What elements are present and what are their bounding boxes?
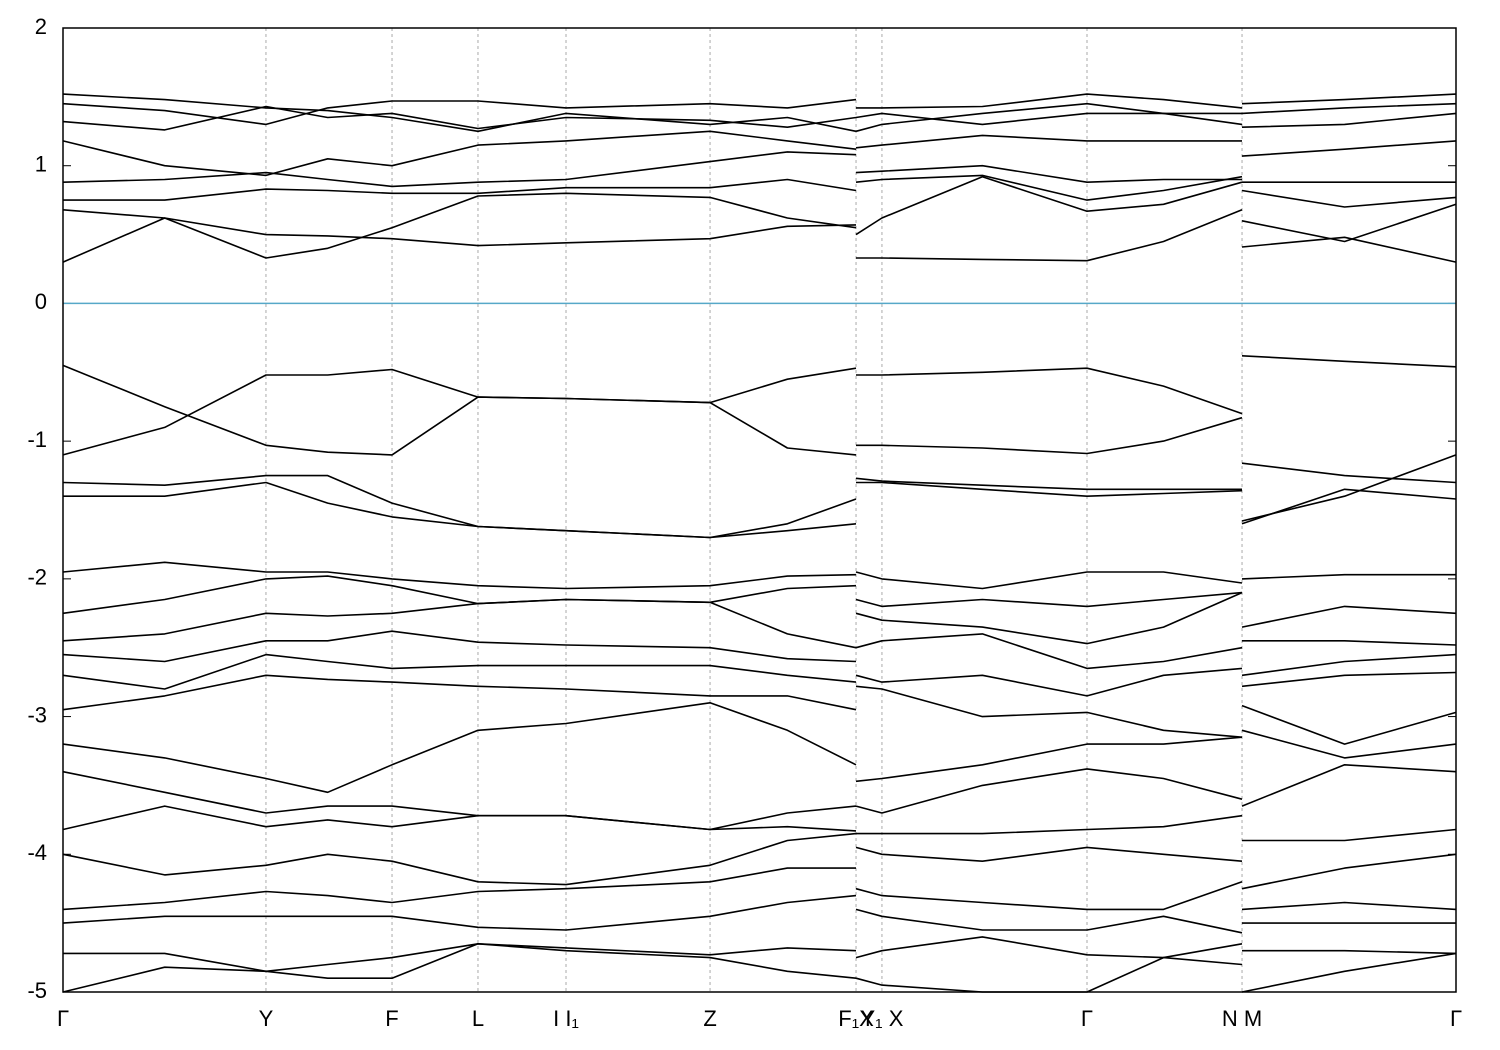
y-tick-label: -2 (27, 565, 47, 590)
y-tick-label: -1 (27, 427, 47, 452)
band-line (62, 832, 1457, 890)
band-line (63, 936, 1457, 973)
band-line (62, 367, 1457, 484)
band-line (62, 630, 1457, 677)
band-line (62, 894, 1456, 934)
x-tick-label: I I₁ (553, 1006, 579, 1031)
y-tick-label: -3 (27, 702, 47, 727)
band-line (62, 674, 1457, 745)
band-line (62, 653, 1457, 697)
band-line (62, 764, 1457, 831)
band-line (62, 355, 1457, 456)
band-line (62, 702, 1457, 794)
band-line (62, 561, 1456, 590)
x-tick-label: Γ (57, 1006, 69, 1031)
x-tick-label: F (385, 1006, 398, 1031)
x-tick-label: Γ (1081, 1006, 1093, 1031)
band-line (63, 174, 1457, 208)
band-line (62, 175, 1457, 247)
band-line (62, 454, 1457, 539)
y-tick-label: -4 (27, 840, 47, 865)
band-line (62, 93, 1457, 126)
band-line (62, 867, 1457, 911)
y-tick-label: 0 (35, 289, 47, 314)
plot-frame (62, 27, 1457, 993)
x-tick-label: N M (1222, 1006, 1262, 1031)
band-line (62, 151, 1456, 188)
band-line (62, 805, 1457, 842)
x-tick-label: F₁X (838, 1006, 874, 1031)
x-tick-label: L (472, 1006, 484, 1031)
y-tick-label: 1 (35, 152, 47, 177)
band-line (62, 591, 1457, 649)
x-tick-label: Γ (1450, 1006, 1462, 1031)
band-line (62, 192, 1457, 263)
band-line (63, 481, 1457, 539)
y-tick-label: -5 (27, 978, 47, 1003)
x-tick-label: Z (703, 1006, 716, 1031)
x-tick-label: Y (259, 1006, 274, 1031)
band-line (62, 93, 1457, 133)
band-line (62, 130, 1457, 177)
x-tick-label: Y₁ X (860, 1006, 903, 1031)
band-line (62, 105, 1457, 131)
y-tick-label: 2 (35, 14, 47, 39)
band-line (62, 575, 1457, 628)
